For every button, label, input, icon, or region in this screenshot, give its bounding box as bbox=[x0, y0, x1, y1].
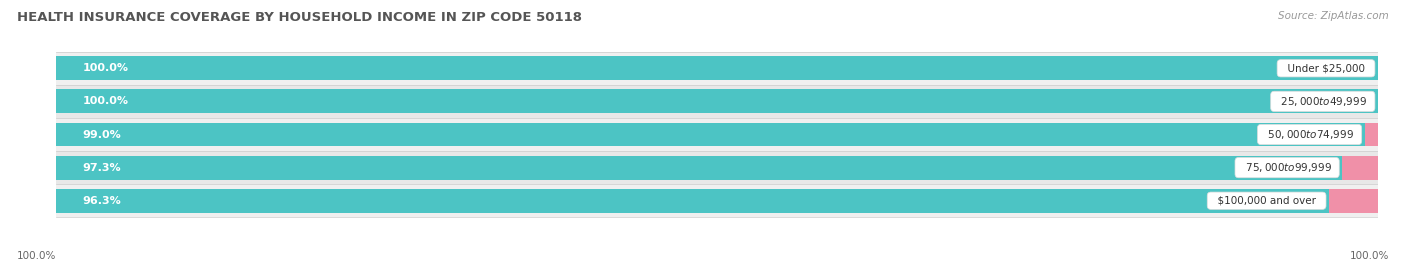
Bar bbox=[56, 90, 1378, 113]
Text: $75,000 to $99,999: $75,000 to $99,999 bbox=[1239, 161, 1336, 174]
Text: Under $25,000: Under $25,000 bbox=[1281, 63, 1371, 73]
Bar bbox=[56, 184, 1378, 217]
Bar bbox=[56, 151, 1378, 184]
Bar bbox=[56, 52, 1378, 85]
Bar bbox=[1329, 189, 1389, 213]
Bar bbox=[1378, 90, 1406, 113]
Bar bbox=[56, 85, 1378, 118]
Bar bbox=[56, 156, 1343, 179]
Bar bbox=[56, 123, 1365, 146]
Text: $50,000 to $74,999: $50,000 to $74,999 bbox=[1261, 128, 1358, 141]
Bar bbox=[56, 189, 1329, 213]
Bar bbox=[1378, 56, 1406, 80]
Text: 99.0%: 99.0% bbox=[83, 129, 121, 140]
Bar bbox=[1343, 156, 1402, 179]
Text: 100.0%: 100.0% bbox=[83, 96, 129, 107]
Text: 97.3%: 97.3% bbox=[83, 162, 121, 173]
Text: HEALTH INSURANCE COVERAGE BY HOUSEHOLD INCOME IN ZIP CODE 50118: HEALTH INSURANCE COVERAGE BY HOUSEHOLD I… bbox=[17, 11, 582, 24]
Text: 96.3%: 96.3% bbox=[83, 196, 121, 206]
Text: 100.0%: 100.0% bbox=[17, 251, 56, 261]
Text: 100.0%: 100.0% bbox=[1350, 251, 1389, 261]
Text: 100.0%: 100.0% bbox=[83, 63, 129, 73]
Text: $25,000 to $49,999: $25,000 to $49,999 bbox=[1274, 95, 1371, 108]
Bar bbox=[56, 118, 1378, 151]
Bar bbox=[1365, 123, 1406, 146]
Text: $100,000 and over: $100,000 and over bbox=[1211, 196, 1323, 206]
Text: Source: ZipAtlas.com: Source: ZipAtlas.com bbox=[1278, 11, 1389, 21]
Bar bbox=[56, 56, 1378, 80]
